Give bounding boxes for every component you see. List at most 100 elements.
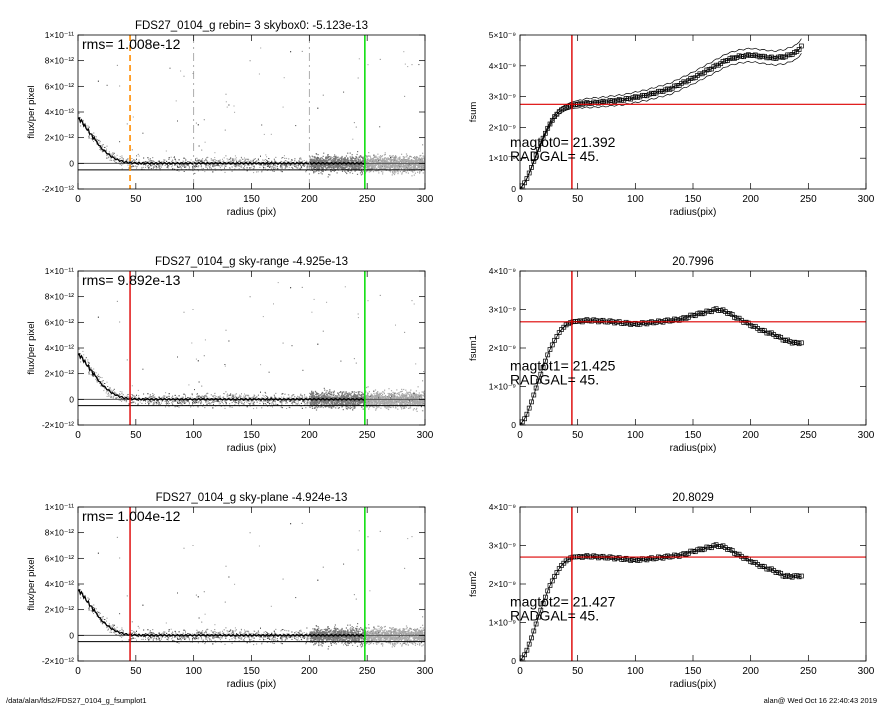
data-point [326, 394, 328, 396]
data-point [303, 160, 305, 161]
data-point [113, 155, 115, 157]
data-point [393, 158, 395, 160]
data-point [251, 161, 253, 163]
data-point [128, 160, 130, 162]
data-point [350, 159, 352, 161]
data-point [281, 164, 283, 166]
data-point [88, 126, 90, 128]
data-point [373, 167, 375, 170]
data-point [372, 161, 374, 163]
data-point [136, 158, 137, 160]
data-point [309, 395, 311, 397]
data-point [195, 166, 197, 168]
magtot-annotation: magtot0= 21.392 [510, 134, 616, 150]
data-point [333, 156, 335, 158]
data-point [196, 166, 198, 167]
data-point [359, 160, 361, 162]
data-point [368, 159, 370, 161]
data-point [379, 158, 381, 160]
data-point [419, 160, 422, 162]
data-point [344, 160, 346, 162]
data-point [225, 93, 227, 95]
data-point [382, 160, 383, 162]
data-point [336, 165, 338, 167]
data-point [301, 161, 303, 163]
data-point [176, 396, 178, 398]
data-point [318, 170, 320, 172]
data-point [381, 165, 383, 167]
data-point [420, 159, 423, 161]
data-point [357, 151, 359, 153]
data-point [386, 157, 388, 159]
data-point [271, 161, 273, 163]
data-point [341, 170, 344, 172]
data-point [88, 362, 90, 364]
data-point [174, 158, 176, 160]
data-point [407, 158, 409, 161]
data-point [320, 160, 322, 162]
data-point [261, 161, 263, 163]
data-point [398, 157, 400, 159]
data-point [221, 165, 223, 167]
data-point [347, 165, 349, 167]
data-point [381, 156, 383, 158]
data-point [324, 166, 326, 168]
data-point [372, 158, 374, 160]
data-point [423, 371, 425, 373]
data-point [422, 144, 424, 146]
data-point [119, 156, 121, 158]
data-point [239, 160, 241, 162]
data-point [352, 138, 354, 140]
data-point [336, 157, 338, 159]
data-point [119, 158, 121, 160]
data-point [353, 166, 354, 168]
data-point [135, 402, 136, 404]
data-point [211, 168, 212, 170]
data-point [355, 166, 357, 168]
data-point [162, 396, 164, 398]
data-point [87, 125, 89, 127]
data-point [281, 167, 283, 169]
data-point [150, 164, 151, 166]
data-point [374, 169, 376, 172]
data-point [346, 161, 348, 163]
data-point [363, 165, 365, 167]
data-point [236, 161, 238, 163]
data-point [387, 167, 389, 169]
data-point [173, 165, 175, 166]
x-axis-label: radius(pix) [670, 207, 717, 218]
data-point [299, 394, 301, 396]
data-point [281, 157, 283, 159]
data-point [182, 160, 184, 162]
data-point [396, 168, 398, 170]
data-point [420, 158, 422, 160]
data-point [406, 154, 408, 157]
data-point [227, 159, 229, 161]
data-point [248, 160, 250, 162]
data-point [241, 157, 242, 159]
data-point [276, 166, 278, 168]
data-point [369, 168, 371, 170]
data-point [345, 159, 347, 161]
data-point [235, 157, 237, 159]
data-point [365, 166, 367, 169]
data-point [411, 164, 413, 166]
data-point [411, 159, 413, 161]
data-point [109, 156, 111, 158]
data-point [280, 170, 282, 172]
data-point [131, 160, 133, 162]
data-point [399, 163, 401, 165]
data-point [355, 126, 357, 128]
data-point [138, 155, 140, 157]
data-point [223, 165, 225, 167]
data-point [379, 165, 381, 167]
data-point [353, 157, 355, 159]
x-tick-label: 300 [417, 194, 434, 205]
x-tick-label: 250 [800, 194, 817, 205]
data-point [174, 397, 176, 399]
data-point [273, 167, 274, 169]
data-point [169, 163, 171, 165]
data-point [379, 166, 381, 168]
data-point [415, 156, 417, 159]
